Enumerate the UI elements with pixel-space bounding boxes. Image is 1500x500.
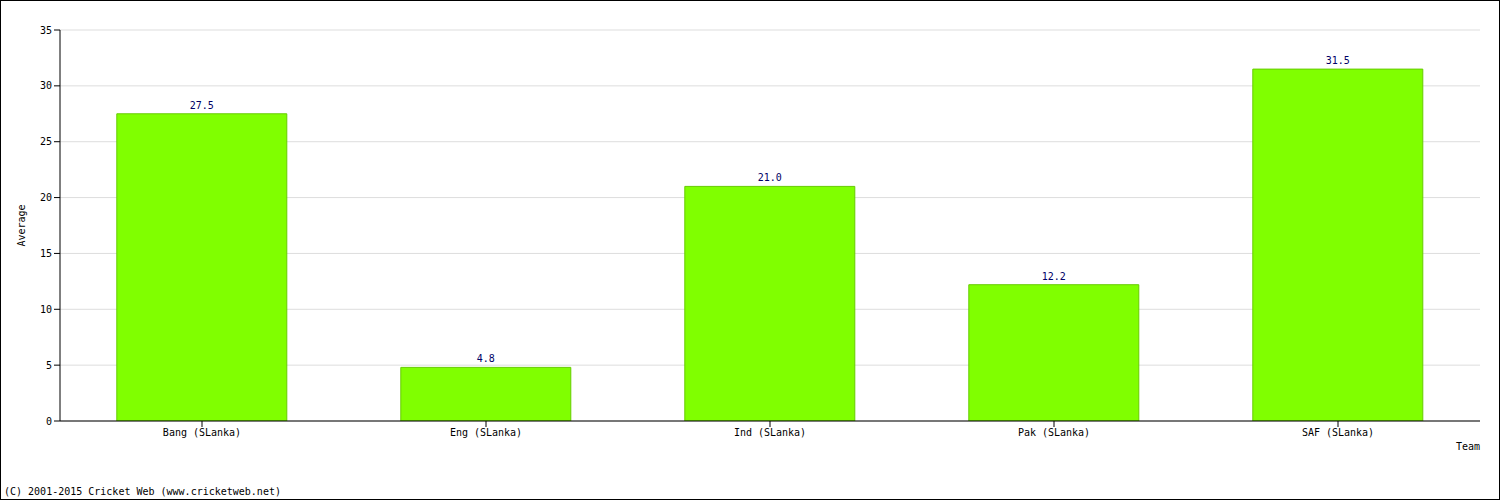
svg-text:Average: Average — [16, 204, 27, 246]
svg-text:25: 25 — [40, 136, 52, 147]
svg-text:Eng (SLanka): Eng (SLanka) — [450, 427, 522, 438]
html-text:(C) 2001-2015 Cricket Web (www: (C) 2001-2015 Cricket Web (www.cricketwe… — [4, 486, 281, 497]
svg-text:35: 35 — [40, 25, 52, 36]
svg-text:30: 30 — [40, 80, 52, 91]
svg-text:Ind (SLanka): Ind (SLanka) — [734, 427, 806, 438]
svg-text:Bang (SLanka): Bang (SLanka) — [163, 427, 241, 438]
svg-text:Pak (SLanka): Pak (SLanka) — [1018, 427, 1090, 438]
html-text:Team: Team — [1455, 441, 1480, 452]
svg-text:12.2: 12.2 — [1042, 271, 1066, 282]
svg-text:27.5: 27.5 — [190, 100, 214, 111]
svg-text:20: 20 — [40, 192, 52, 203]
svg-text:0: 0 — [46, 416, 52, 427]
svg-text:4.8: 4.8 — [477, 353, 495, 364]
svg-text:21.0: 21.0 — [758, 172, 782, 183]
svg-text:31.5: 31.5 — [1326, 55, 1350, 66]
svg-text:15: 15 — [40, 248, 52, 259]
svg-text:SAF (SLanka): SAF (SLanka) — [1302, 427, 1374, 438]
svg-text:5: 5 — [46, 360, 52, 371]
svg-text:10: 10 — [40, 304, 52, 315]
